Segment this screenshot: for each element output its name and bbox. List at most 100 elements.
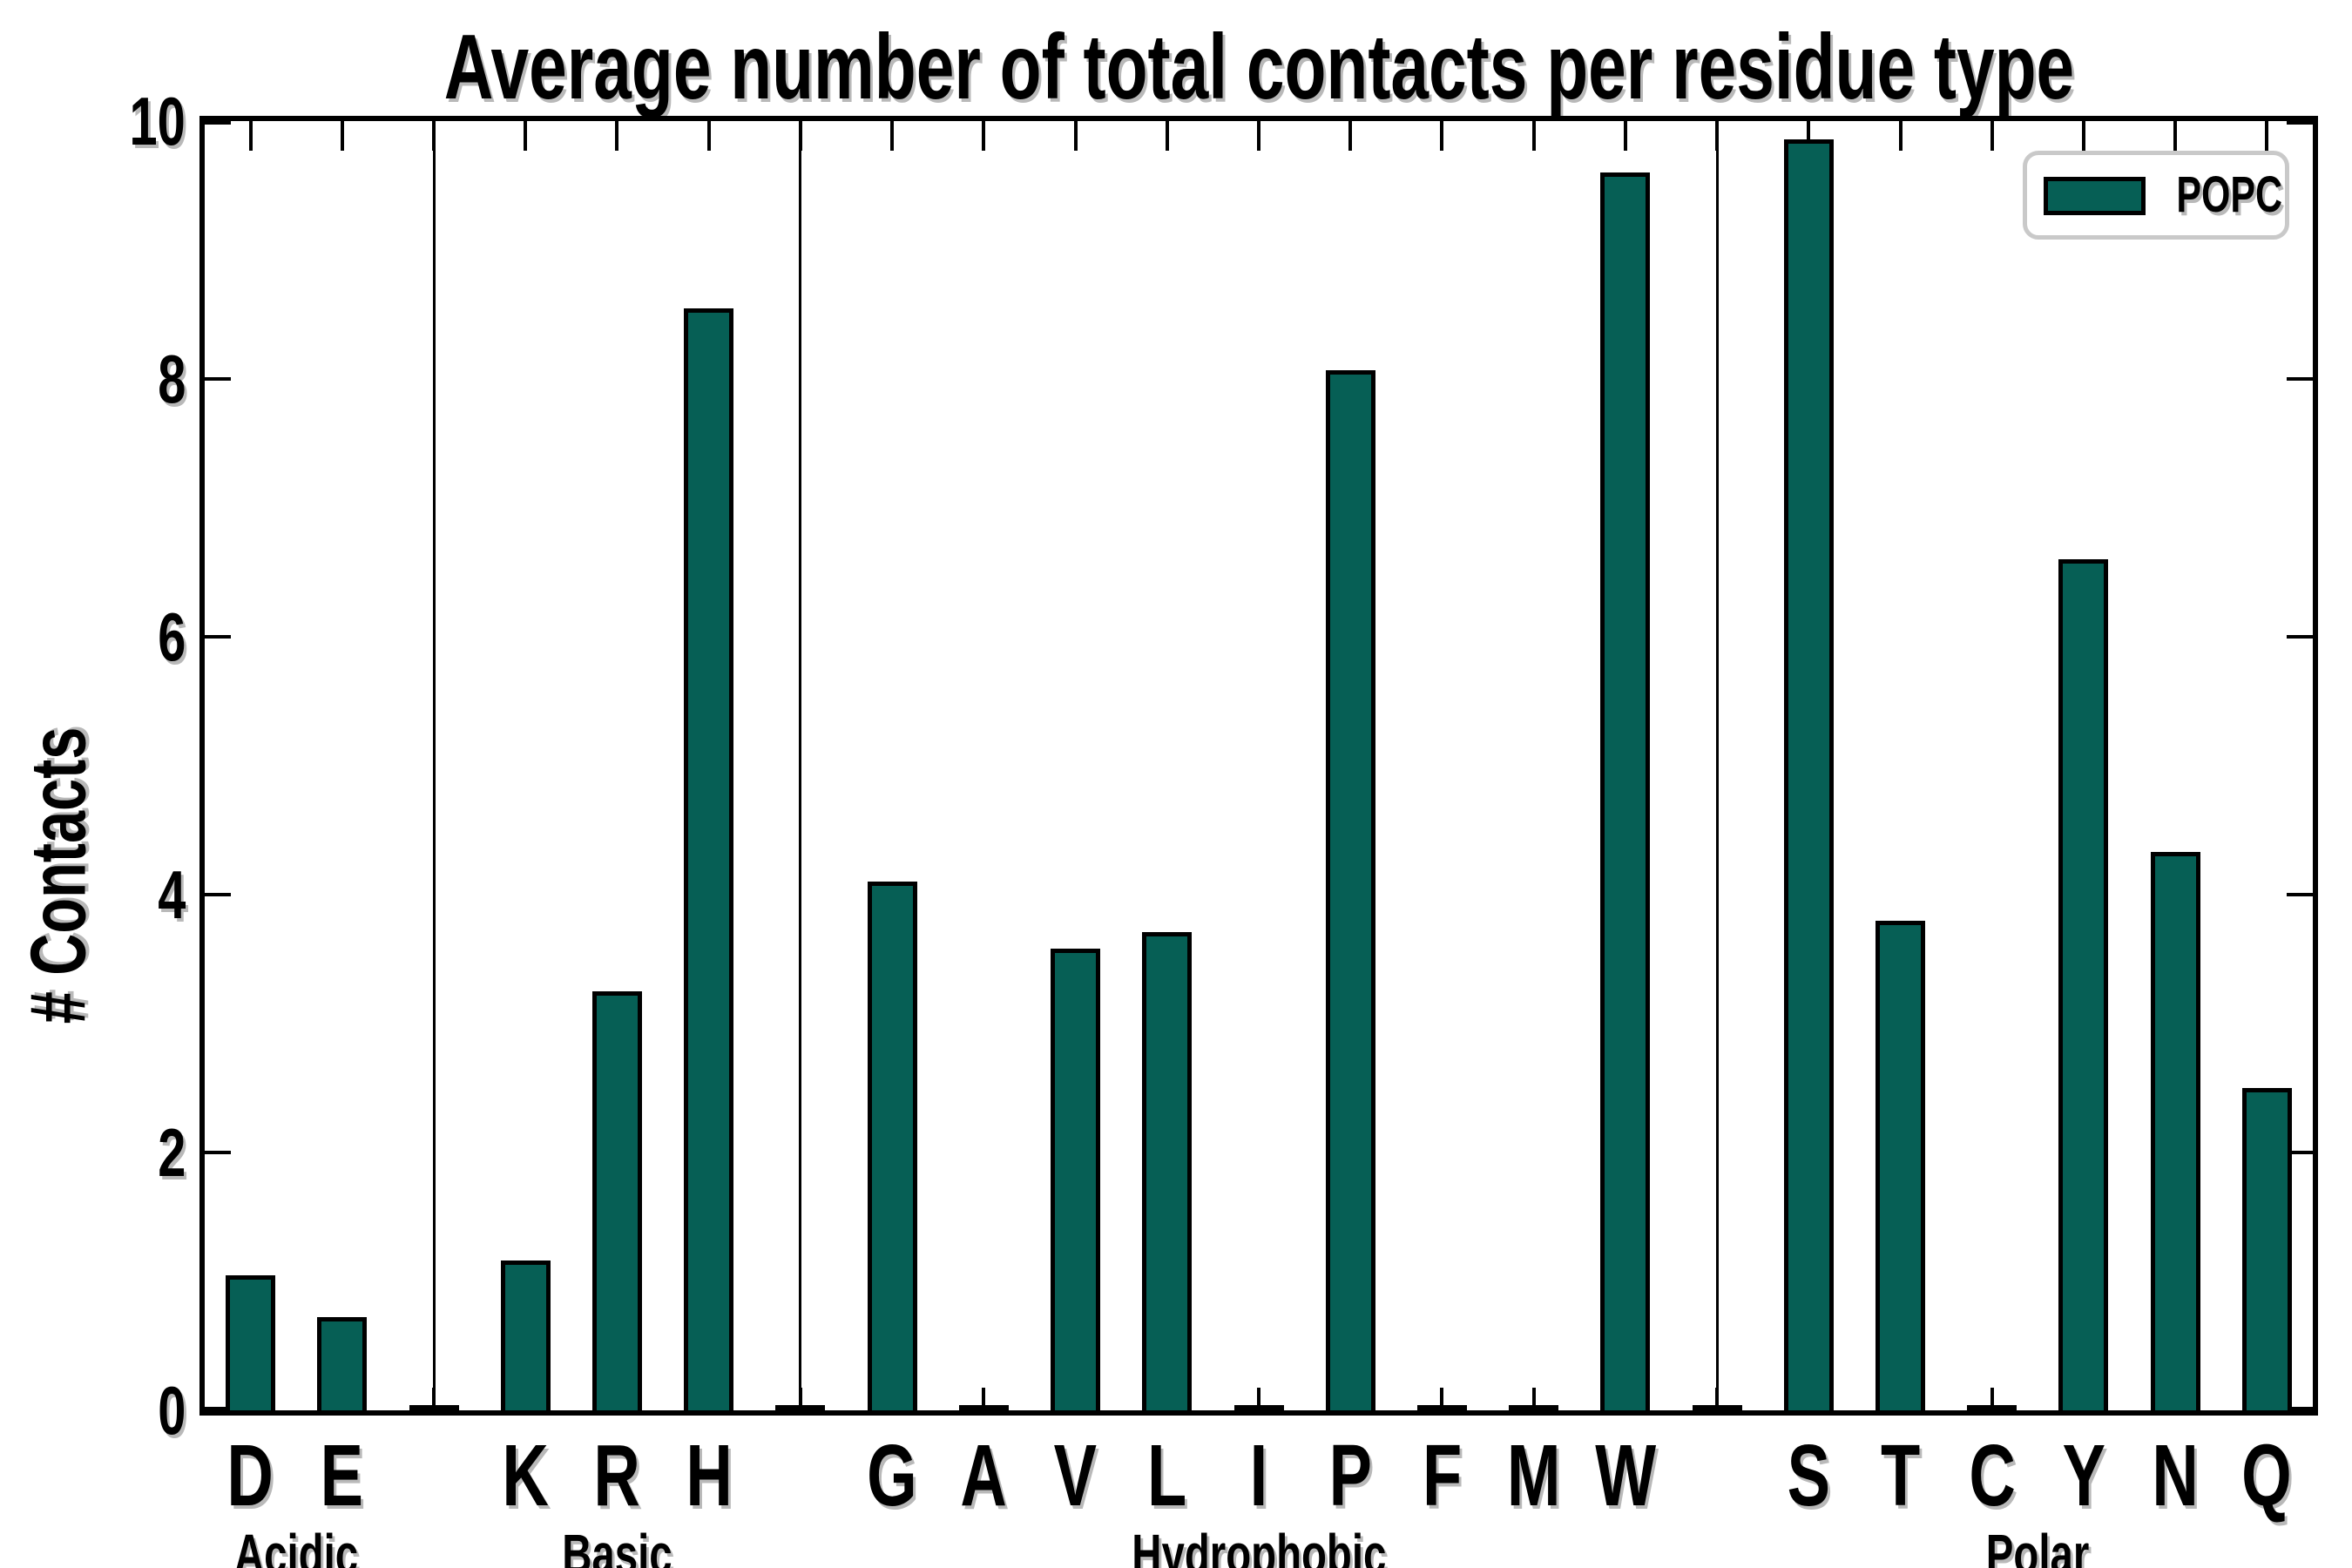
group-separator-line <box>432 121 436 1410</box>
x-tick-top <box>248 121 253 151</box>
x-tick-top <box>1531 121 1536 151</box>
bar-W <box>1600 172 1651 1410</box>
x-tick-top <box>2265 121 2269 151</box>
bar-P <box>1325 369 1375 1410</box>
x-tick-label-C: C <box>1923 1430 2062 1521</box>
x-tick-top <box>1348 121 1353 151</box>
y-tick-left <box>205 377 231 381</box>
x-tick-label-G: G <box>822 1430 962 1521</box>
y-tick-label-0: 0 <box>46 1374 186 1447</box>
x-tick-bottom <box>432 1388 436 1410</box>
group-label-text: Polar <box>1986 1523 2090 1568</box>
y-tick-label-10: 10 <box>46 84 186 158</box>
x-tick-label-text: M <box>1506 1427 1561 1524</box>
y-tick-label-8: 8 <box>46 342 186 416</box>
y-tick-label-text: 6 <box>157 598 186 675</box>
x-tick-top <box>890 121 895 151</box>
y-tick-left <box>205 893 231 896</box>
x-tick-label-text: H <box>685 1427 733 1524</box>
y-tick-right <box>2287 1407 2313 1410</box>
bar-L <box>1142 931 1193 1410</box>
x-tick-bottom <box>1990 1388 1994 1410</box>
x-tick-label-text: T <box>1880 1427 1921 1524</box>
bar-R <box>591 991 642 1410</box>
x-tick-top <box>524 121 528 151</box>
x-tick-bottom <box>1440 1388 1444 1410</box>
x-tick-label-text: Y <box>2062 1427 2105 1524</box>
x-tick-bottom <box>982 1388 986 1410</box>
x-tick-bottom <box>1715 1388 1720 1410</box>
x-tick-label-text: E <box>321 1427 364 1524</box>
x-tick-label-N: N <box>2105 1430 2245 1521</box>
x-tick-label-text: L <box>1147 1427 1187 1524</box>
plot-area <box>199 116 2318 1416</box>
x-tick-label-text: P <box>1328 1427 1372 1524</box>
y-tick-right <box>2287 121 2313 125</box>
y-tick-right <box>2287 893 2313 896</box>
x-tick-label-I: I <box>1189 1430 1328 1521</box>
x-tick-label-P: P <box>1281 1430 1420 1521</box>
group-label-text: Hydrophobic <box>1131 1523 1387 1568</box>
x-tick-bottom <box>798 1388 802 1410</box>
x-tick-label-L: L <box>1098 1430 1237 1521</box>
group-label-basic: Basic <box>399 1523 835 1568</box>
x-tick-bottom <box>1257 1388 1260 1410</box>
y-tick-label-6: 6 <box>46 600 186 673</box>
x-tick-top <box>340 121 344 151</box>
bar-I <box>1233 1405 1284 1410</box>
bar-K <box>500 1260 551 1410</box>
x-tick-label-text: G <box>867 1427 917 1524</box>
bar-spacer <box>1692 1405 1742 1410</box>
y-tick-right <box>2287 635 2313 639</box>
y-tick-label-text: 4 <box>157 856 186 933</box>
bar-Y <box>2058 559 2109 1410</box>
x-tick-label-text: K <box>502 1427 549 1524</box>
legend-label: POPC <box>2158 155 2288 235</box>
bar-D <box>226 1274 276 1410</box>
x-tick-label-Q: Q <box>2197 1430 2336 1521</box>
bar-A <box>958 1405 1009 1410</box>
x-tick-label-Y: Y <box>2014 1430 2153 1521</box>
x-tick-top <box>706 121 711 151</box>
x-tick-label-M: M <box>1464 1430 1604 1521</box>
x-tick-top <box>2081 121 2085 151</box>
x-tick-top <box>432 121 436 151</box>
x-tick-label-K: K <box>456 1430 595 1521</box>
x-tick-top <box>615 121 619 151</box>
y-tick-label-text: 10 <box>129 83 186 159</box>
x-tick-label-text: R <box>593 1427 641 1524</box>
x-tick-top <box>982 121 986 151</box>
bar-H <box>684 308 734 1410</box>
x-tick-label-A: A <box>914 1430 1053 1521</box>
bar-N <box>2150 852 2200 1410</box>
bar-V <box>1051 949 1101 1410</box>
x-tick-label-text: D <box>226 1427 274 1524</box>
group-separator-line <box>799 121 802 1410</box>
legend-label-text: POPC <box>2176 166 2283 223</box>
x-tick-label-text: A <box>960 1427 1008 1524</box>
bar-S <box>1783 139 1834 1410</box>
x-tick-label-text: F <box>1422 1427 1463 1524</box>
y-tick-label-2: 2 <box>46 1116 186 1189</box>
y-tick-label-text: 0 <box>157 1372 186 1449</box>
x-tick-top <box>1807 121 1811 151</box>
x-tick-label-S: S <box>1739 1430 1878 1521</box>
x-tick-top <box>1073 121 1078 151</box>
chart-title-text: Average number of total contacts per res… <box>443 16 2074 118</box>
x-tick-label-V: V <box>1006 1430 1146 1521</box>
bar-M <box>1509 1405 1559 1410</box>
x-tick-label-R: R <box>547 1430 686 1521</box>
x-tick-top <box>1990 121 1994 151</box>
x-tick-top <box>798 121 802 151</box>
y-tick-left <box>205 1151 231 1154</box>
x-tick-top <box>1165 121 1169 151</box>
bar-spacer <box>409 1405 459 1410</box>
bar-E <box>317 1317 368 1410</box>
group-label-polar: Polar <box>1820 1523 2255 1568</box>
bar-G <box>867 882 917 1410</box>
x-tick-label-W: W <box>1556 1430 1695 1521</box>
x-tick-label-F: F <box>1372 1430 1511 1521</box>
legend-box: POPC <box>2023 151 2289 240</box>
x-tick-label-text: I <box>1249 1427 1268 1524</box>
